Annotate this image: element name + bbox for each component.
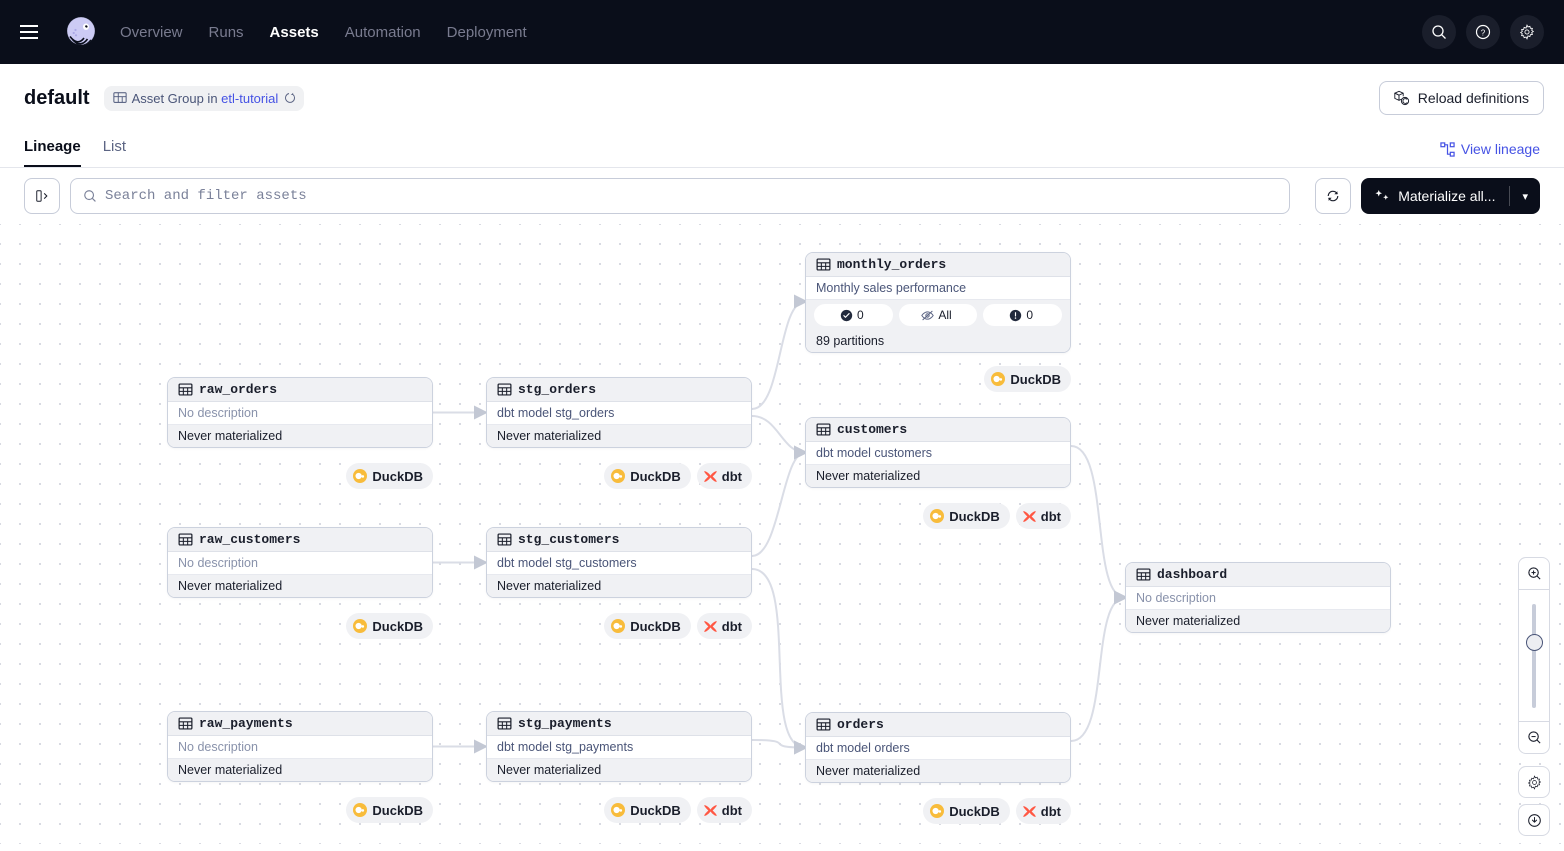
svg-text:?: ? — [1481, 29, 1486, 38]
